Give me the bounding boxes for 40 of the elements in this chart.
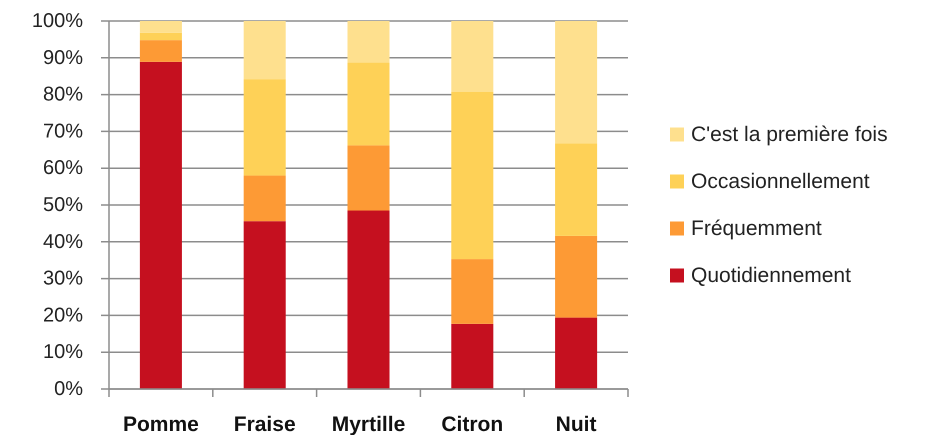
bar [555,236,598,318]
y-tick-label: 40% [42,230,84,253]
y-tick-label: 80% [42,84,84,106]
bar [347,145,390,211]
bar [244,21,286,80]
bar [555,21,598,144]
y-tick-label: 90% [42,46,84,69]
bar [244,176,286,222]
y-tick-label: 70% [42,120,84,142]
bar [244,79,286,176]
y-tick-label: 20% [42,304,84,326]
bar [347,210,390,389]
bar [140,62,182,389]
bar [140,40,182,62]
y-tick-label: 50% [42,194,84,216]
bar [244,221,286,389]
y-tick-label: 10% [42,341,84,364]
bar [555,144,598,236]
x-tick-label: Nuit [556,413,597,435]
y-tick-label: 60% [42,157,84,180]
bar [451,259,494,324]
legend-label: Fréquemment [691,217,822,240]
x-tick-label: Fraise [234,413,296,435]
legend-label: C'est la première fois [691,123,888,146]
bar [555,318,598,389]
bar [140,32,182,40]
y-tick-label: 0% [54,378,84,400]
y-tick-label: 30% [42,268,84,290]
bar [347,21,390,63]
bar [347,62,390,146]
legend-label: Occasionnellement [691,170,870,193]
bar [451,92,494,260]
x-tick-label: Citron [441,413,504,435]
bar [140,21,182,33]
bar [451,21,494,92]
x-tick-label: Myrtille [332,413,406,435]
y-tick-label: 100% [32,10,84,32]
bar [451,324,494,389]
x-tick-label: Pomme [122,413,199,435]
legend-label: Quotidiennement [691,264,852,287]
